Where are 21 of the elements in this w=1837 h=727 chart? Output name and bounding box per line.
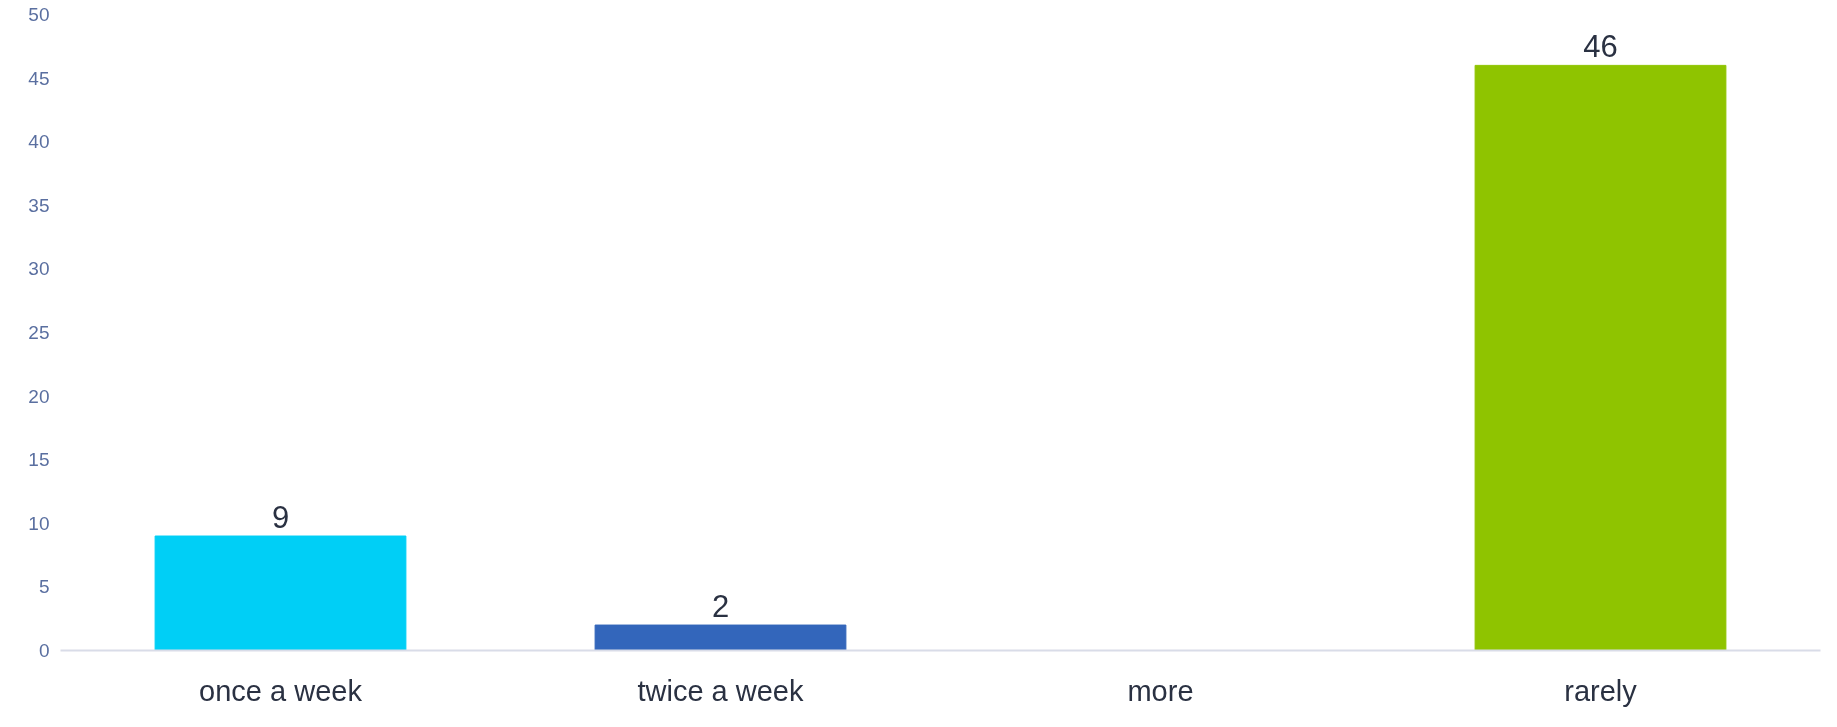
x-tick-label: rarely: [1564, 674, 1638, 707]
y-tick-label: 20: [28, 385, 50, 407]
y-tick-label: 10: [28, 512, 50, 534]
bar: [154, 535, 407, 651]
x-tick-label: more: [1127, 674, 1194, 707]
bar: [1474, 64, 1727, 651]
x-tick-label: once a week: [199, 674, 363, 707]
y-tick-label: 45: [28, 67, 50, 89]
data-label: 9: [271, 500, 290, 536]
bar: [594, 624, 847, 651]
y-tick-label: 15: [28, 449, 50, 471]
y-tick-label: 25: [28, 322, 50, 343]
data-label: 46: [1583, 29, 1618, 65]
data-label: 2: [711, 589, 730, 625]
y-tick-label: 40: [28, 131, 50, 153]
x-tick-label: twice a week: [637, 674, 805, 707]
y-tick-label: 35: [28, 194, 50, 216]
y-tick-label: 5: [38, 576, 50, 598]
y-tick-label: 0: [38, 640, 50, 661]
y-tick-label: 50: [28, 4, 50, 25]
y-tick-label: 30: [28, 258, 50, 280]
